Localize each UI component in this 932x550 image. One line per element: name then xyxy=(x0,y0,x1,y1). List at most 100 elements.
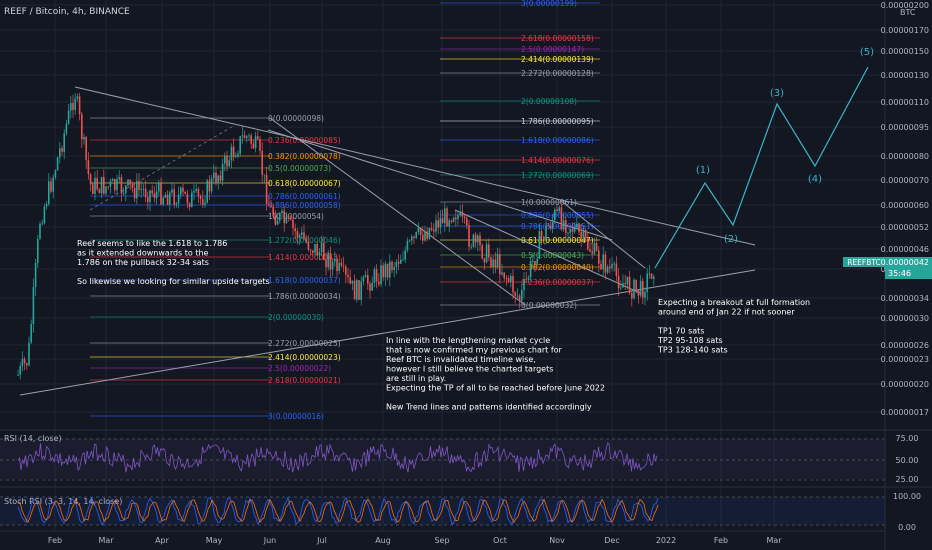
candle-body xyxy=(512,275,514,293)
candle-body xyxy=(529,260,532,278)
candle-body xyxy=(514,292,516,296)
candle-body xyxy=(633,279,635,299)
candle-body xyxy=(276,220,279,225)
wave-label: (4) xyxy=(808,174,822,185)
price-tick-label: 0.00000110 xyxy=(881,98,929,107)
candle-body xyxy=(142,188,145,190)
candle-body xyxy=(342,265,345,267)
candle-body xyxy=(474,234,477,243)
candle-body xyxy=(92,184,94,194)
stoch-level-label: 100.00 xyxy=(893,492,921,501)
time-tick-label: Feb xyxy=(714,536,728,545)
candle-body xyxy=(364,275,367,278)
candle-body xyxy=(103,176,105,194)
candle-body xyxy=(301,232,303,236)
price-tick-label: 0.00000070 xyxy=(881,176,929,185)
candle-body xyxy=(54,170,57,178)
candle-body xyxy=(637,290,640,296)
stoch-level-label: 0.00 xyxy=(898,523,916,532)
candle-body xyxy=(626,276,629,285)
time-tick-label: Apr xyxy=(155,536,170,545)
candle-body xyxy=(153,193,156,198)
candle-body xyxy=(147,197,149,203)
candle-body xyxy=(164,194,167,198)
candle-body xyxy=(232,146,235,158)
candle-body xyxy=(653,276,655,279)
candle-body xyxy=(593,243,596,254)
candle-body xyxy=(19,366,21,375)
candle-body xyxy=(578,224,580,233)
candle-body xyxy=(61,148,63,152)
countdown-label: 35:46 xyxy=(888,269,911,278)
candle-body xyxy=(52,177,54,192)
candle-body xyxy=(573,227,576,232)
price-tick-label: 0.00000150 xyxy=(881,47,929,56)
price-tick-label: 0.00000030 xyxy=(881,314,929,323)
trendline xyxy=(89,124,236,211)
note-line: Reef seems to like the 1.618 to 1.786 xyxy=(77,239,227,248)
fib1-label: 1.414(0.00000043) xyxy=(268,253,341,262)
fib1-label: 0.618(0.00000067) xyxy=(268,179,341,188)
candle-body xyxy=(584,229,587,238)
time-axis[interactable]: Feb Mar Apr May Jun Jul Aug Sep Oct Nov Dec 2022 Feb… xyxy=(0,530,885,545)
candle-body xyxy=(639,280,642,296)
candle-body xyxy=(26,363,28,366)
candle-body xyxy=(347,274,349,278)
candle-body xyxy=(448,220,450,227)
time-tick-label: Sep xyxy=(434,536,449,545)
note-line: 1.786 on the pullback 32-34 sats xyxy=(77,258,209,267)
note-line: TP1 70 sats xyxy=(657,327,704,336)
candle-body xyxy=(492,259,494,267)
candle-body xyxy=(408,240,411,242)
price-tick-label: 0.00000052 xyxy=(881,223,929,232)
fib1-label: 1.618(0.00000037) xyxy=(268,276,341,285)
fib1-label: 1(0.00000054) xyxy=(268,212,324,221)
candle-body xyxy=(510,275,512,282)
candle-body xyxy=(230,146,233,161)
candle-body xyxy=(362,277,365,282)
price-tick-label: 0.00000026 xyxy=(881,341,929,350)
candle-body xyxy=(602,254,604,270)
candle-body xyxy=(296,231,299,238)
fib2-label: 0.236(0.00000037) xyxy=(521,278,594,287)
fib-levels: 0(0.00000098)0.236(0.00000085)0.382(0.00… xyxy=(90,0,600,421)
candle-body xyxy=(331,261,334,270)
price-tick-label: 0.00000130 xyxy=(881,71,929,80)
candle-body xyxy=(351,280,354,284)
price-tick-label: 0.00000017 xyxy=(881,408,929,417)
candle-body xyxy=(571,229,574,232)
candle-body xyxy=(461,211,464,217)
time-tick-label: Dec xyxy=(604,536,619,545)
candle-body xyxy=(39,223,41,239)
fib2-label: 2.5(0.00000147) xyxy=(521,45,584,54)
candle-body xyxy=(582,229,585,239)
candle-body xyxy=(587,237,589,250)
price-axis[interactable]: 0.00000200 0.00000170 0.00000150 0.00000130… xyxy=(843,0,932,550)
rsi-level-label: 50.00 xyxy=(896,456,919,465)
fib2-label: 1(0.00000061) xyxy=(521,198,577,207)
candle-body xyxy=(358,280,360,300)
candle-body xyxy=(118,177,120,180)
candle-body xyxy=(642,280,644,298)
candle-body xyxy=(272,206,274,216)
candle-body xyxy=(446,208,448,227)
wave-label: (2) xyxy=(724,234,738,245)
price-tick-label: 0.00000170 xyxy=(881,26,929,35)
note-line: TP2 95-108 sats xyxy=(657,336,723,345)
trendline xyxy=(454,209,641,294)
candle-body xyxy=(439,218,442,228)
candle-body xyxy=(611,264,613,269)
price-tick-label: 0.00000034 xyxy=(881,294,929,303)
time-tick-label: Oct xyxy=(493,536,507,545)
candle-body xyxy=(160,183,162,205)
fib2-label: 1.618(0.00000086) xyxy=(521,136,594,145)
fib2-label: 2.272(0.00000128) xyxy=(521,69,594,78)
candle-body xyxy=(551,219,554,229)
candle-body xyxy=(208,180,211,192)
candle-body xyxy=(397,261,400,264)
candle-body xyxy=(604,254,607,273)
candle-body xyxy=(373,269,376,283)
candle-body xyxy=(545,225,547,240)
